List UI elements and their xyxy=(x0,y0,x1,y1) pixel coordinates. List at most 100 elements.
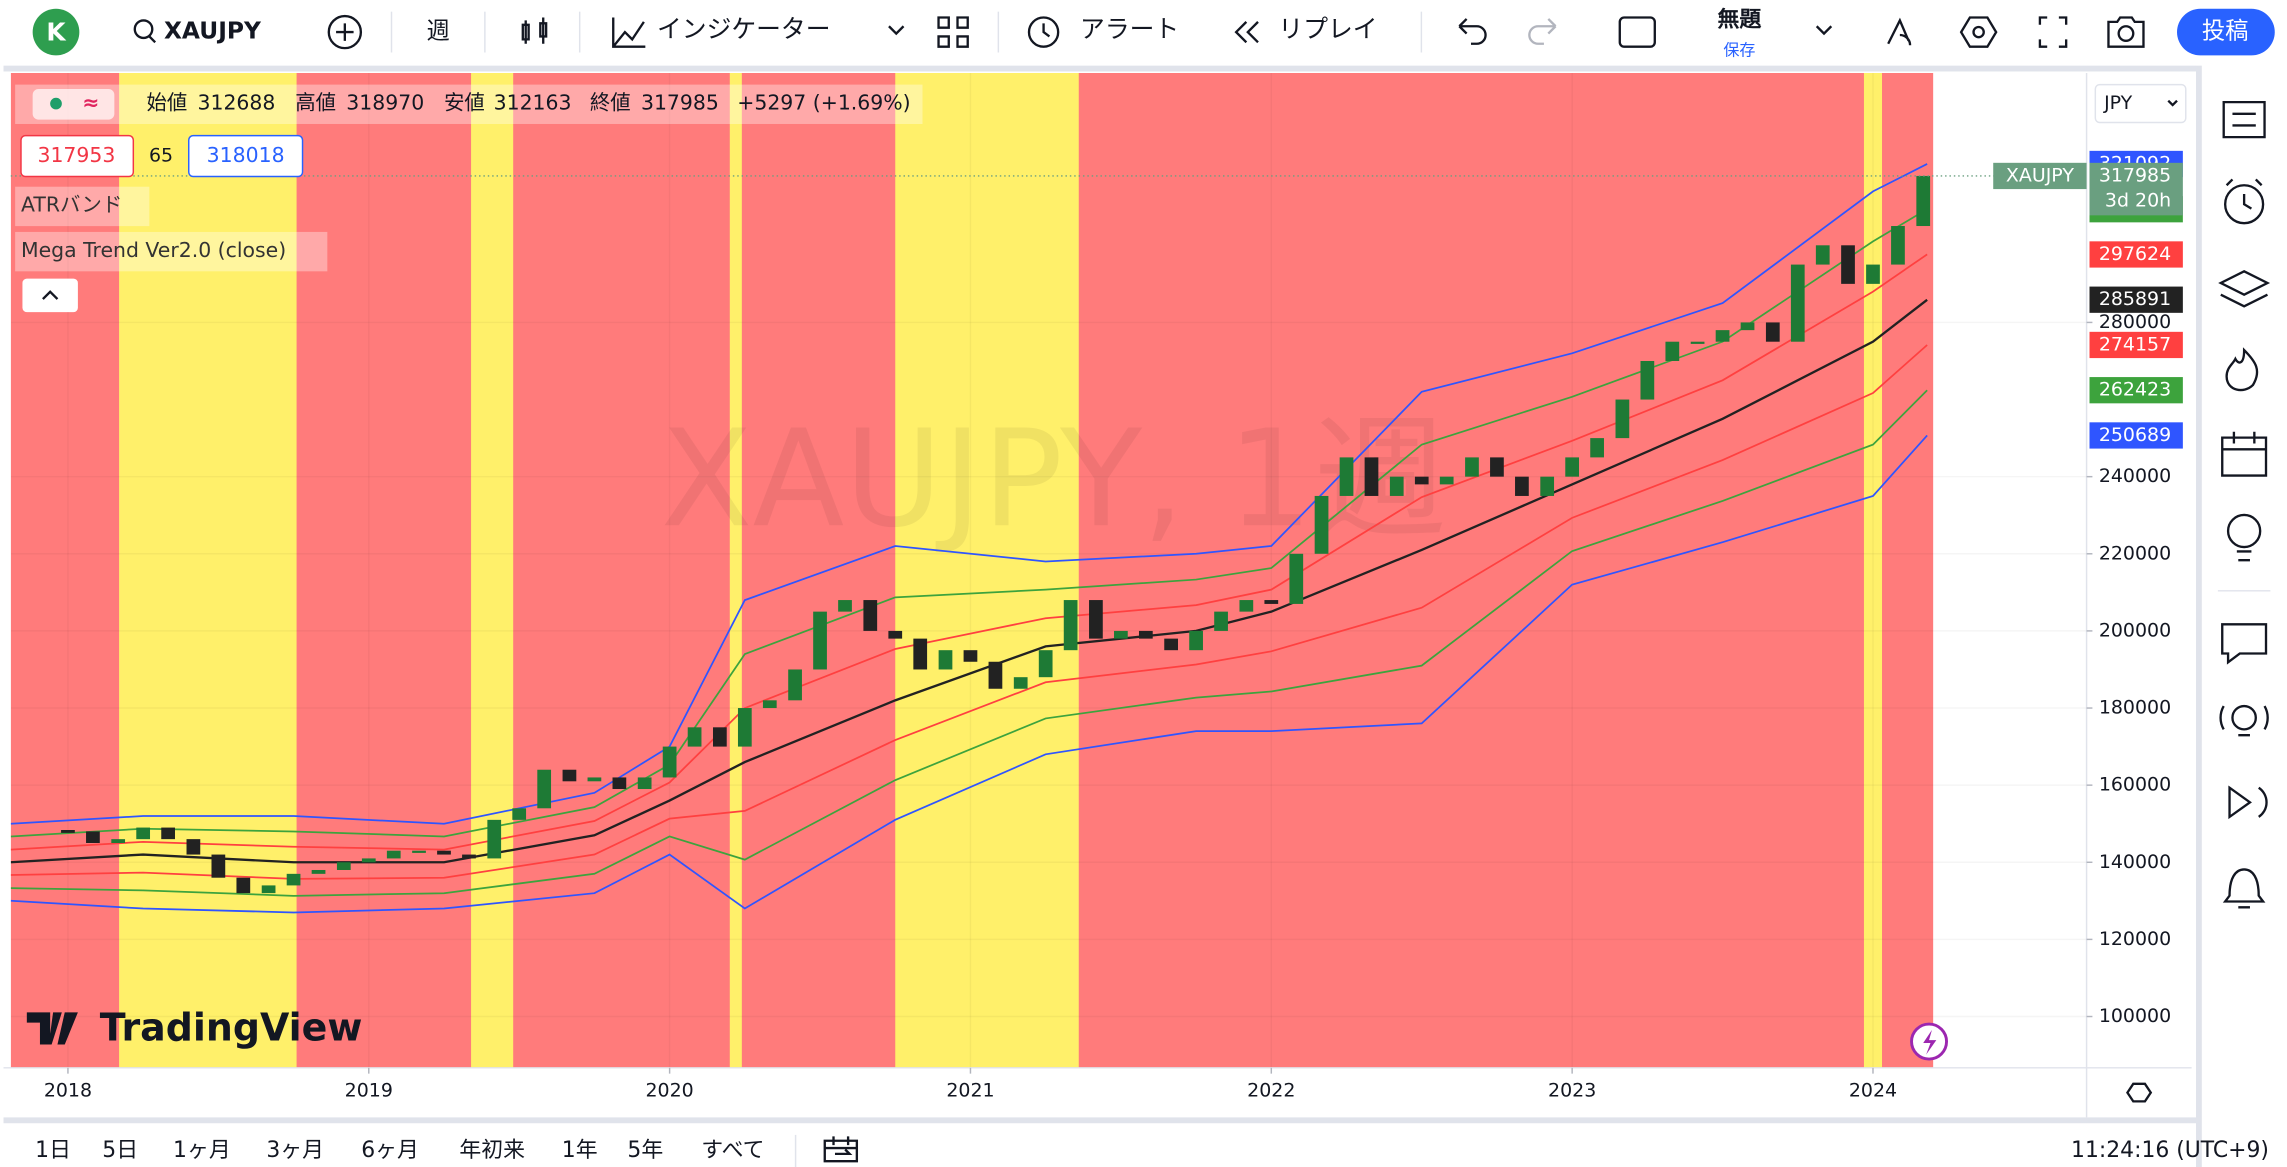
ask-box[interactable] xyxy=(188,134,304,178)
streams-icon xyxy=(2219,705,2269,737)
replay-icon[interactable] xyxy=(1234,21,1259,44)
legend: ≈ 始値 312688 高値 318970 安値 312163 終値 31798… xyxy=(15,84,923,313)
candle xyxy=(662,746,677,778)
symbol[interactable]: XAUJPY xyxy=(164,17,262,45)
candle xyxy=(913,638,928,670)
range-button[interactable]: 5日 xyxy=(102,1138,138,1163)
candle xyxy=(1013,677,1028,689)
indicator-2[interactable]: Mega Trend Ver2.0 (close) xyxy=(21,238,286,262)
plot-area: XAUJPY, 1週 JPY 100000 120000 140000 160000 180… xyxy=(3,72,2192,1118)
candle xyxy=(336,862,351,870)
candle xyxy=(1063,600,1078,651)
band-badge xyxy=(2089,241,2183,268)
range-button[interactable]: 3ヶ月 xyxy=(266,1138,324,1163)
settings[interactable] xyxy=(1959,16,1998,48)
candle xyxy=(1515,476,1529,496)
candle xyxy=(512,808,527,820)
y-tick-label: 240000 xyxy=(2099,465,2171,487)
legend-low: 312163 xyxy=(494,91,572,115)
logo: TradingView xyxy=(26,1005,362,1049)
band-line xyxy=(10,434,1928,914)
legend-bg xyxy=(15,84,923,124)
indicator-icon[interactable] xyxy=(612,17,646,48)
candle xyxy=(562,769,577,782)
legend-close: 317985 xyxy=(641,91,719,115)
search-icon[interactable] xyxy=(133,19,154,40)
avatar[interactable] xyxy=(32,8,80,56)
axis-settings[interactable] xyxy=(2126,1082,2153,1103)
candle xyxy=(311,869,326,874)
range-button[interactable]: 1年 xyxy=(562,1138,598,1163)
save[interactable]: 保存 xyxy=(1723,41,1755,60)
band-badge-label: 285891 xyxy=(2099,288,2171,310)
alert[interactable]: アラート xyxy=(1080,15,1179,44)
watchlist-icon[interactable] xyxy=(2222,100,2266,139)
indicators[interactable]: インジケーター xyxy=(657,15,830,44)
legend-open-label: 始値 xyxy=(146,91,187,115)
band-badge-label: 297624 xyxy=(2099,243,2171,265)
broadcast-icon[interactable] xyxy=(2228,785,2268,820)
indicator-bg xyxy=(15,231,328,272)
range-button[interactable]: すべて xyxy=(701,1138,764,1163)
quick-search[interactable] xyxy=(1887,17,1912,46)
candle xyxy=(587,777,602,782)
candle xyxy=(712,727,727,747)
streams-icon[interactable] xyxy=(2231,704,2257,731)
hotlist-icon[interactable] xyxy=(2225,347,2259,392)
undo[interactable] xyxy=(1458,18,1487,45)
legend-toggle[interactable] xyxy=(32,88,115,120)
legend-change: +5297 (+1.69%) xyxy=(737,91,910,115)
bid-box[interactable] xyxy=(20,134,135,178)
candle xyxy=(1289,553,1304,604)
bid: 317953 xyxy=(37,143,115,167)
candle xyxy=(437,850,451,855)
layout-icon[interactable] xyxy=(937,16,969,48)
chart-type[interactable] xyxy=(521,17,548,44)
layout-name[interactable]: 無題 xyxy=(1718,6,1762,32)
band-badge-label: 274157 xyxy=(2099,333,2171,355)
notifications-icon[interactable] xyxy=(2222,868,2266,909)
range-button[interactable]: 5年 xyxy=(627,1138,663,1163)
band-badge xyxy=(2089,286,2183,313)
date-range-icon[interactable] xyxy=(823,1136,859,1163)
add-symbol[interactable] xyxy=(327,14,363,50)
replay[interactable]: リプレイ xyxy=(1278,15,1377,44)
currency-button[interactable] xyxy=(2094,83,2187,124)
range-button[interactable]: 1日 xyxy=(35,1138,71,1163)
collapse-button[interactable] xyxy=(22,278,78,313)
price-badge-value: 317985 xyxy=(2099,164,2171,186)
ideas-icon[interactable] xyxy=(2226,513,2262,549)
chat-icon[interactable] xyxy=(2221,623,2268,665)
publish-button[interactable] xyxy=(2177,8,2275,56)
chevron[interactable] xyxy=(888,25,905,36)
calendar-icon[interactable] xyxy=(2221,431,2268,477)
toolbar-border xyxy=(3,65,2196,72)
legend-close-label: 終値 xyxy=(590,91,631,115)
candle xyxy=(186,839,201,855)
chevron[interactable] xyxy=(1815,25,1833,36)
range-button[interactable]: 年初来 xyxy=(459,1138,525,1163)
indicator-1[interactable]: ATRバンド xyxy=(21,193,122,217)
fullscreen[interactable] xyxy=(2038,16,2068,48)
y-tick-label: 100000 xyxy=(2099,1005,2171,1027)
band-badge-label: 262423 xyxy=(2099,379,2171,401)
alerts-icon[interactable] xyxy=(2223,184,2265,225)
alert-icon[interactable] xyxy=(1027,16,1060,48)
candle xyxy=(211,854,226,878)
candle xyxy=(261,885,276,894)
layers-icon[interactable] xyxy=(2218,270,2271,308)
candle xyxy=(1490,457,1504,477)
candle xyxy=(1615,399,1630,439)
range-button[interactable]: 1ヶ月 xyxy=(173,1138,231,1163)
candle xyxy=(1540,476,1555,496)
fullscreen-layout[interactable] xyxy=(1618,16,1656,48)
snapshot[interactable] xyxy=(2107,16,2145,48)
range-button[interactable]: 6ヶ月 xyxy=(361,1138,419,1163)
redo[interactable] xyxy=(1528,18,1557,45)
candle xyxy=(612,777,627,790)
y-tick-label: 280000 xyxy=(2099,311,2171,333)
alerts-icon xyxy=(2225,178,2263,210)
interval[interactable]: 週 xyxy=(427,17,450,45)
x-tick-label: 2019 xyxy=(345,1080,393,1102)
highlight-zone xyxy=(119,72,297,1068)
